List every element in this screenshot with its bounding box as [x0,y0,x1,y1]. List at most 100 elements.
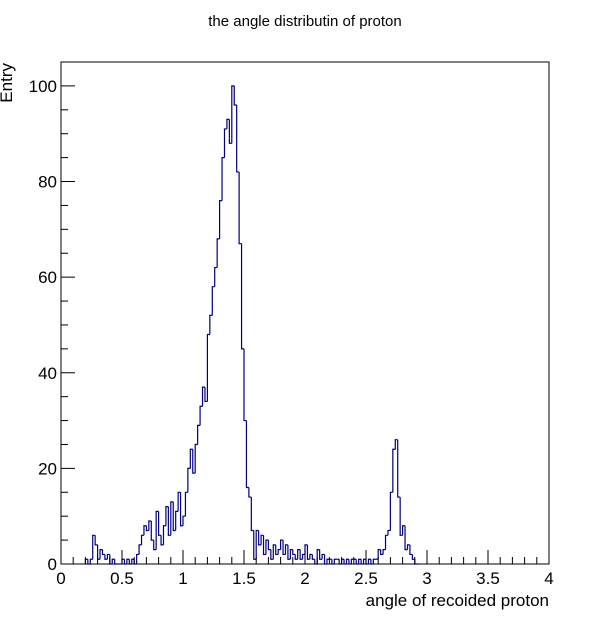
histogram-bin [114,559,118,565]
histogram-bin [267,540,271,551]
histogram-bin [194,443,198,474]
x-tick-label: 1.5 [232,569,256,588]
histogram-bin [377,549,381,560]
histogram-bin [153,540,157,551]
x-axis-title: angle of recoided proton [366,591,549,610]
histogram-bin [265,539,269,555]
histogram-series [84,85,420,565]
histogram-bin [367,558,371,564]
plot-area [60,61,550,565]
histogram-bin [197,424,201,445]
histogram-bin [162,525,166,545]
histogram-bin [172,501,176,532]
chart-title: the angle distributin of proton [208,13,401,30]
histogram-bin [131,558,135,564]
histogram-bin [309,553,313,560]
histogram-bin [221,157,225,201]
histogram-bin [214,266,218,287]
histogram-bin [262,535,266,556]
histogram-bin [345,558,349,564]
histogram-bin [292,549,296,556]
histogram-bin [350,558,354,564]
histogram-bin [362,558,366,564]
histogram-bin [138,544,142,555]
histogram-bin [233,85,237,106]
histogram-bin [326,558,330,564]
y-tick-label: 100 [29,77,57,96]
y-axis-title: Entry [0,63,16,103]
histogram-bin [145,525,149,532]
histogram-bin [253,530,257,560]
histogram-bin [228,119,232,144]
histogram-bin [404,525,408,551]
histogram-bin [236,105,240,173]
histogram-bin [182,515,186,526]
x-tick-label: 0.5 [110,569,134,588]
histogram-bin [321,553,325,560]
histogram-bin [260,534,264,545]
histogram-bin [189,448,193,469]
histogram-bin [360,559,364,565]
histogram-bin [238,171,242,245]
histogram-bin [248,487,252,498]
histogram-bin [160,535,164,546]
histogram-bin [323,554,327,565]
x-tick-label: 0 [56,569,65,588]
histogram-bin [89,558,93,564]
histogram-bin [272,544,276,560]
histogram-bin [206,333,210,402]
histogram-bin [331,559,335,565]
histogram-bin [343,559,347,565]
histogram-bin [411,554,415,560]
histogram-bin [314,559,318,565]
histogram-bin [167,506,171,536]
histogram-bin [301,553,305,560]
histogram-bin [128,559,132,565]
histogram-bin [382,549,386,555]
histogram-bin [143,525,147,536]
histogram-bin [297,549,301,560]
histogram-bin [177,491,181,512]
histogram-bin [258,530,262,546]
histogram-bin [409,544,413,556]
y-tick-label: 40 [38,364,57,383]
histogram-bin [87,559,91,565]
x-tick-label: 3 [422,569,431,588]
histogram-bin [402,525,406,536]
histogram-bin [136,553,140,564]
histogram-bin [150,520,154,541]
histogram-bin [223,128,227,158]
histogram-bin [319,549,323,560]
histogram-bin [399,497,403,536]
y-axis: 0 20 40 60 80 100 [29,61,75,574]
histogram-bin [406,544,410,550]
histogram-bin [148,520,152,531]
histogram-bin [289,549,293,560]
histogram-bin [338,559,342,565]
histogram-bin [204,387,208,403]
histogram-bin [255,529,259,560]
histogram-bin [392,448,396,493]
histogram-bin [126,558,130,564]
histogram-bin [158,511,162,536]
histogram-bin [270,549,274,560]
y-tick-label: 80 [38,173,57,192]
histogram-bin [209,314,213,335]
histogram-bin [165,506,169,526]
histogram-bin [106,553,110,560]
histogram-bin [372,558,376,564]
histogram-bin [111,558,115,564]
histogram-bin [199,405,203,426]
histogram-bin [94,535,98,546]
histogram-bin [240,243,244,350]
x-tick-label: 3.5 [476,569,500,588]
histogram-bin [231,85,235,144]
histogram-bin [384,534,388,550]
y-tick-label: 0 [48,555,57,574]
x-tick-label: 2.5 [354,569,378,588]
histogram-bin [226,118,230,129]
histogram-bin [394,439,398,450]
histogram-bin [201,386,205,407]
histogram-bin [294,554,298,560]
histogram-bin [216,238,220,268]
